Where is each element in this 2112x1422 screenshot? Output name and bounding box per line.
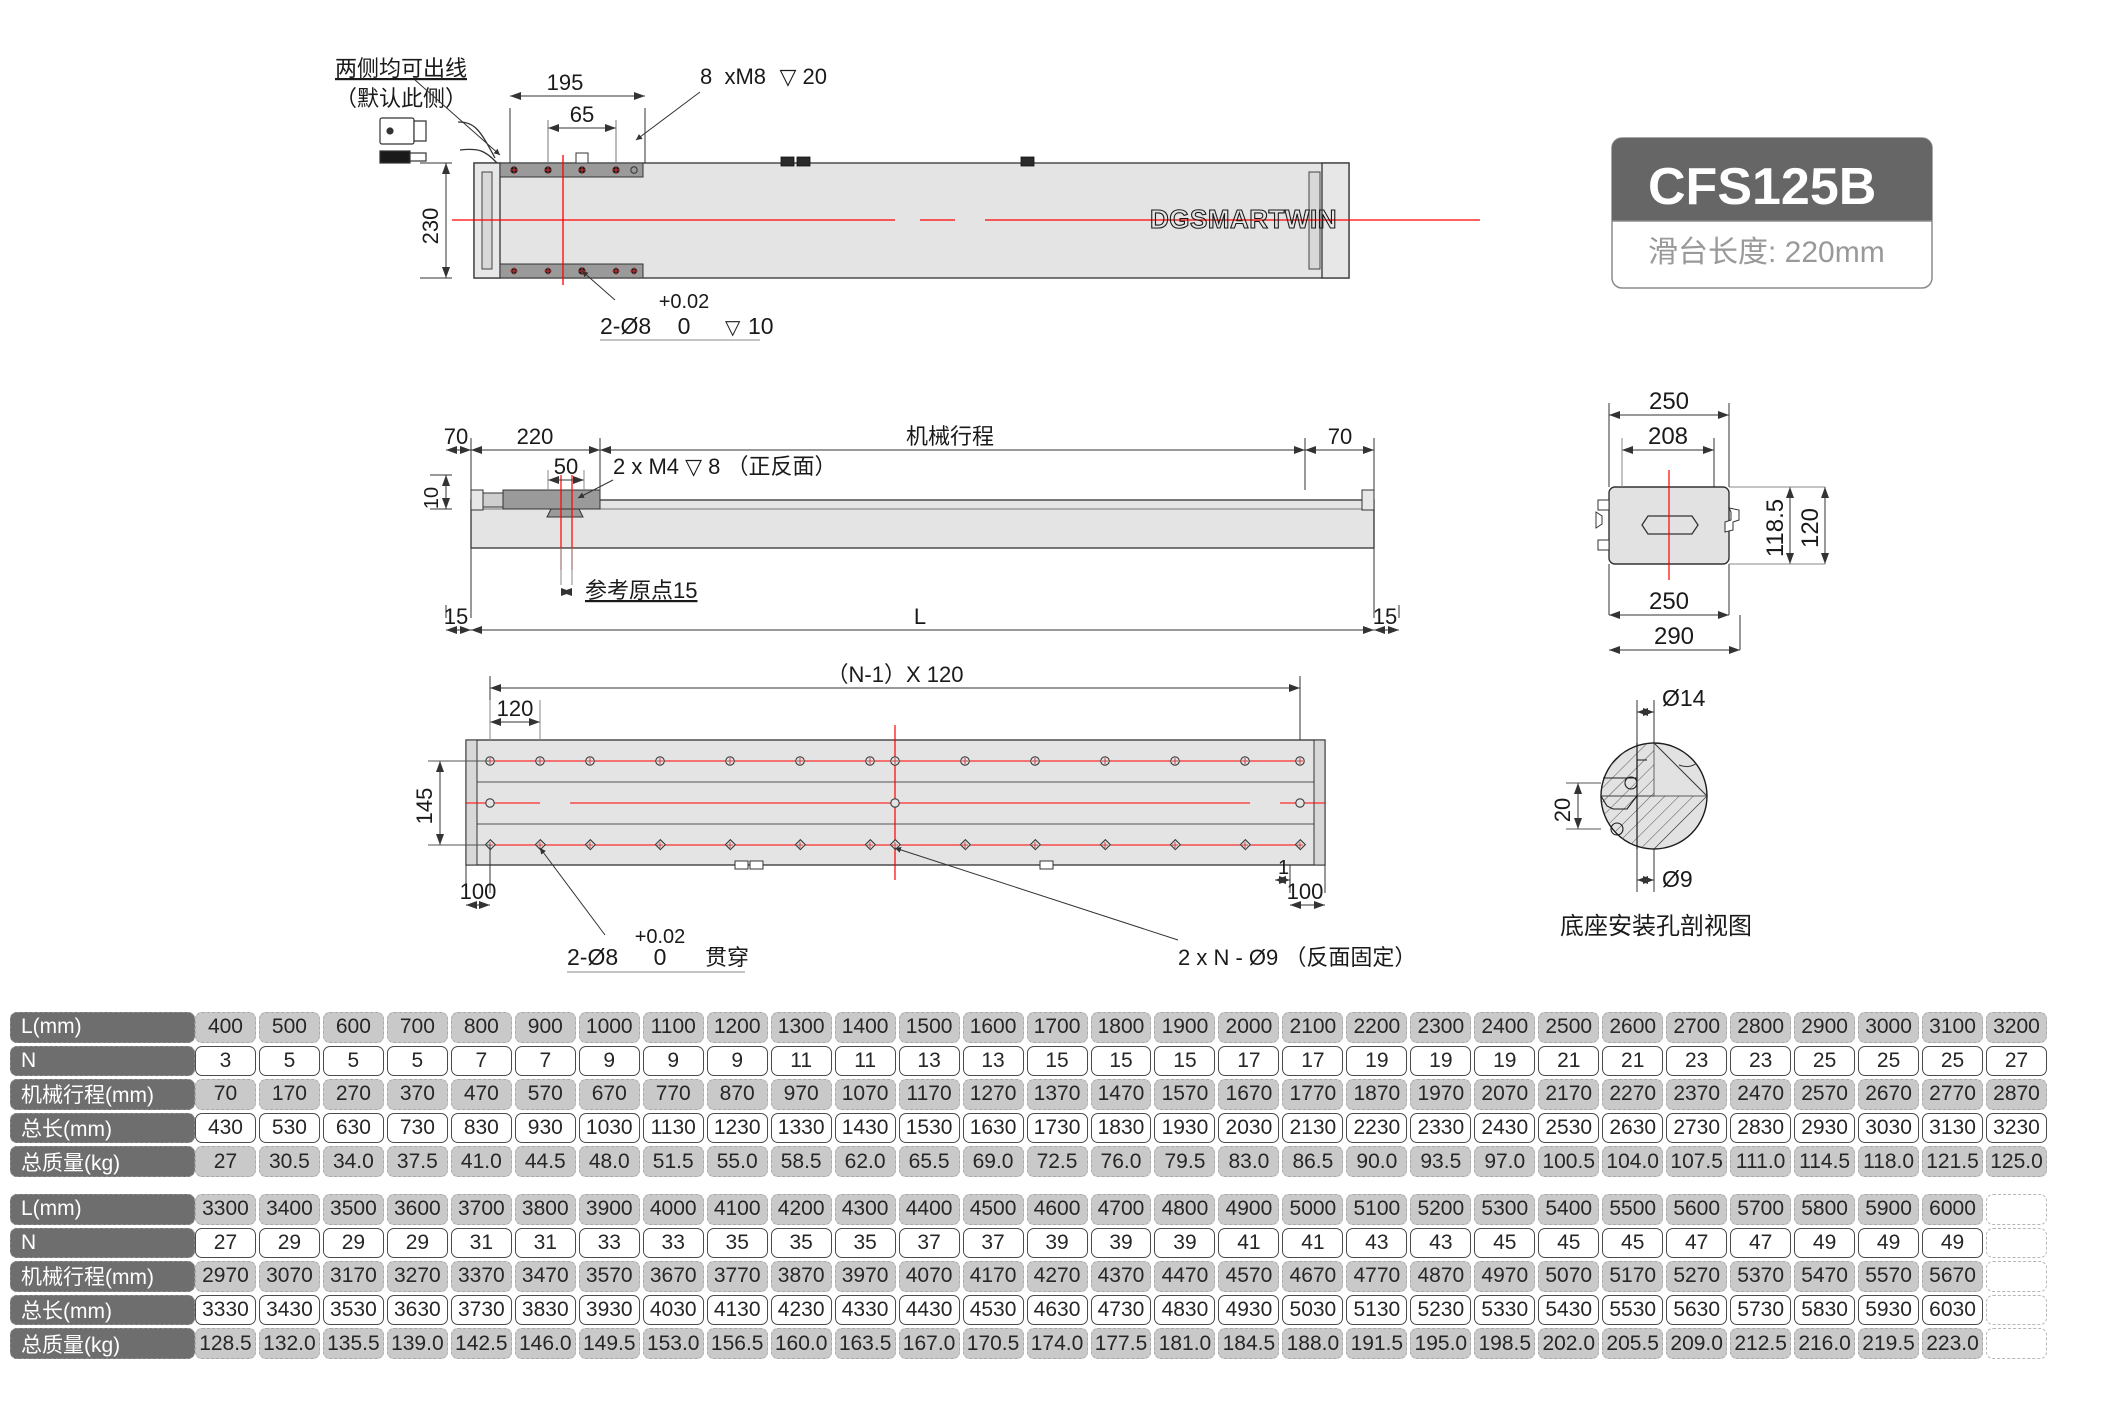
svg-text:70: 70 xyxy=(444,424,468,449)
svg-text:250: 250 xyxy=(1649,588,1689,615)
svg-text:2-Ø8: 2-Ø8 xyxy=(567,944,618,970)
svg-text:145: 145 xyxy=(412,788,437,825)
svg-text:2-Ø8: 2-Ø8 xyxy=(600,313,651,339)
svg-text:机械行程: 机械行程 xyxy=(906,424,994,449)
svg-text:100: 100 xyxy=(460,879,497,904)
svg-text:120: 120 xyxy=(1797,508,1824,548)
svg-text:参考原点15: 参考原点15 xyxy=(585,578,697,603)
svg-text:10: 10 xyxy=(421,487,443,509)
svg-text:15: 15 xyxy=(1373,604,1397,629)
svg-text:0: 0 xyxy=(654,944,667,970)
svg-text:230: 230 xyxy=(418,208,443,245)
svg-text:Ø14: Ø14 xyxy=(1662,685,1706,711)
svg-text:65: 65 xyxy=(570,102,594,127)
svg-text:0: 0 xyxy=(678,313,691,339)
svg-text:两侧均可出线: 两侧均可出线 xyxy=(335,56,467,81)
svg-text:20: 20 xyxy=(1550,798,1575,822)
svg-text:195: 195 xyxy=(547,70,584,95)
svg-text:L: L xyxy=(914,604,926,629)
svg-text:50: 50 xyxy=(554,454,578,479)
svg-text:Ø9: Ø9 xyxy=(1662,866,1693,892)
svg-text:1: 1 xyxy=(1278,857,1289,879)
svg-text:CFS125B: CFS125B xyxy=(1648,158,1876,216)
svg-text:2 x N - Ø9 （反面固定）: 2 x N - Ø9 （反面固定） xyxy=(1178,945,1416,970)
svg-text:底座安装孔剖视图: 底座安装孔剖视图 xyxy=(1560,913,1752,940)
svg-text:10: 10 xyxy=(748,313,774,339)
svg-text:滑台长度: 220mm: 滑台长度: 220mm xyxy=(1648,236,1885,269)
svg-text:118.5: 118.5 xyxy=(1762,499,1789,557)
svg-text:250: 250 xyxy=(1649,388,1689,415)
svg-text:220: 220 xyxy=(517,424,554,449)
svg-text:8 xM8 ▽ 20: 8 xM8 ▽ 20 xyxy=(700,64,827,89)
svg-text:208: 208 xyxy=(1648,423,1688,450)
svg-text:+0.02: +0.02 xyxy=(659,291,710,313)
svg-text:（默认此侧）: （默认此侧） xyxy=(335,86,467,111)
svg-text:290: 290 xyxy=(1654,623,1694,650)
svg-text:15: 15 xyxy=(444,604,468,629)
svg-text:70: 70 xyxy=(1328,424,1352,449)
svg-text:贯穿: 贯穿 xyxy=(705,945,749,970)
svg-text:（N-1）X 120: （N-1）X 120 xyxy=(827,662,964,687)
svg-text:100: 100 xyxy=(1287,879,1324,904)
svg-text:2 x M4 ▽ 8 （正反面）: 2 x M4 ▽ 8 （正反面） xyxy=(613,454,837,479)
svg-text:▽: ▽ xyxy=(725,317,741,339)
svg-text:120: 120 xyxy=(497,696,534,721)
svg-text:DGSMARTWIN: DGSMARTWIN xyxy=(1150,204,1337,234)
